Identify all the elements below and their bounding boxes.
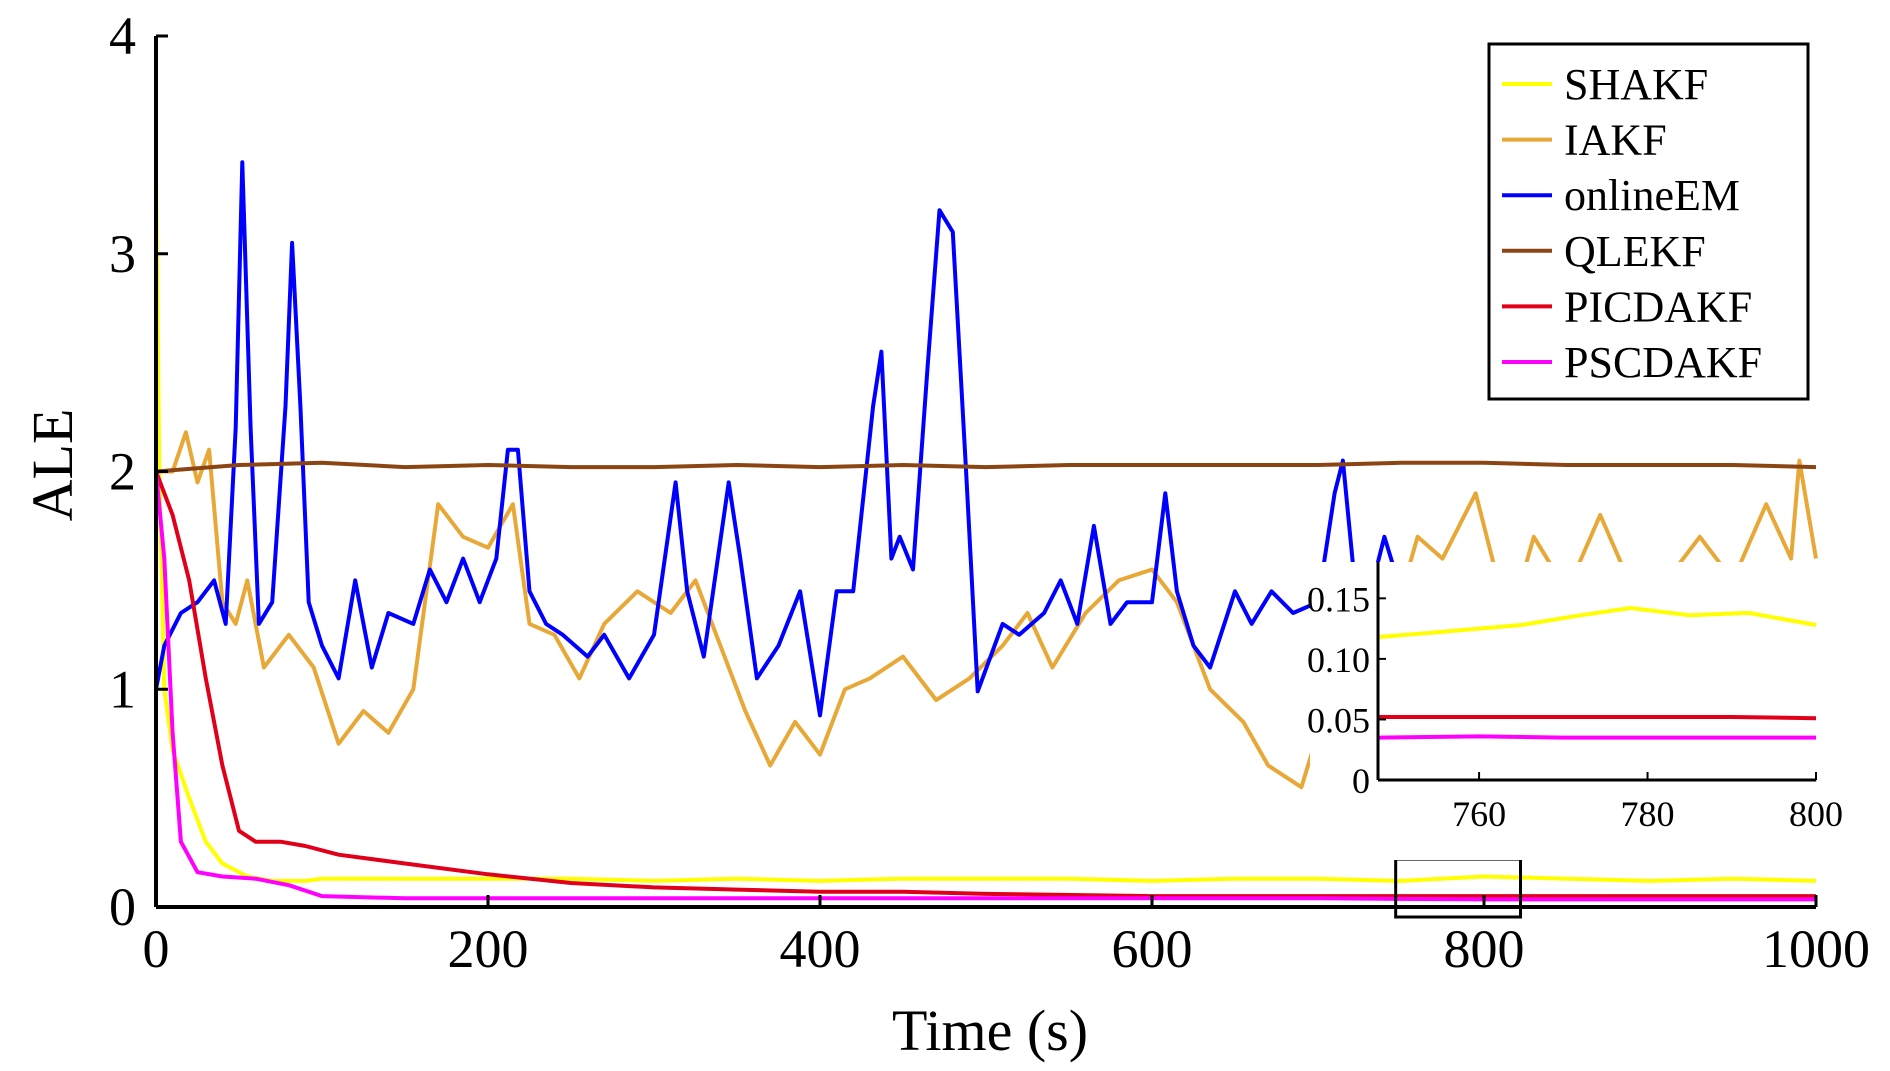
main-series-lines <box>154 160 1818 902</box>
inset-y-tick-label: 0.05 <box>1307 700 1370 740</box>
x-tick-label: 0 <box>143 919 170 979</box>
legend-label-pscdakf: PSCDAKF <box>1564 338 1762 387</box>
legend: SHAKF IAKF onlineEM QLEKF PICDAKF PSCDAKF <box>1487 42 1810 401</box>
inset-x-tick-label: 780 <box>1621 794 1675 834</box>
inset-line-picdakf <box>1378 715 1817 721</box>
inset-background <box>1310 562 1816 860</box>
y-tick-label: 3 <box>109 224 136 284</box>
x-tick-label: 1000 <box>1762 919 1870 979</box>
x-tick-label: 400 <box>780 919 861 979</box>
legend-label-iakf: IAKF <box>1564 116 1667 165</box>
series-line-shakf <box>154 177 1817 883</box>
x-tick-label: 800 <box>1444 919 1525 979</box>
legend-box <box>1487 42 1810 401</box>
inset-x-tick-label: 760 <box>1452 794 1506 834</box>
series-line-onlineem <box>154 160 1400 718</box>
inset-x-tick-label: 800 <box>1789 794 1843 834</box>
series-line-qlekf <box>155 460 1817 474</box>
inset-y-tick-label: 0.10 <box>1307 640 1370 680</box>
series-line-picdakf <box>154 470 1816 899</box>
inset-line-pscdakf <box>1377 734 1816 740</box>
inset-zoom-plot: 760 780 800 0 0.05 0.10 0.15 <box>1307 562 1843 860</box>
y-tick-label: 1 <box>109 659 136 719</box>
legend-label-shakf: SHAKF <box>1564 60 1708 109</box>
legend-label-picdakf: PICDAKF <box>1564 282 1752 331</box>
inset-y-tick-label: 0.15 <box>1307 579 1370 619</box>
y-tick-label: 2 <box>109 442 136 502</box>
series-line-pscdakf <box>154 471 1816 902</box>
x-axis-label: Time (s) <box>892 998 1088 1063</box>
inset-y-tick-label: 0 <box>1352 761 1370 801</box>
x-tick-label: 600 <box>1112 919 1193 979</box>
y-tick-label: 0 <box>109 877 136 937</box>
main-axes: 0 200 400 600 800 1000 0 1 2 3 4 <box>109 6 1870 979</box>
legend-label-onlineem: onlineEM <box>1564 171 1740 220</box>
inset-line-shakf <box>1377 605 1817 640</box>
x-tick-label: 200 <box>448 919 529 979</box>
legend-label-qlekf: QLEKF <box>1564 227 1706 276</box>
y-tick-label: 4 <box>109 6 136 66</box>
y-axis-label: ALE <box>20 409 85 522</box>
